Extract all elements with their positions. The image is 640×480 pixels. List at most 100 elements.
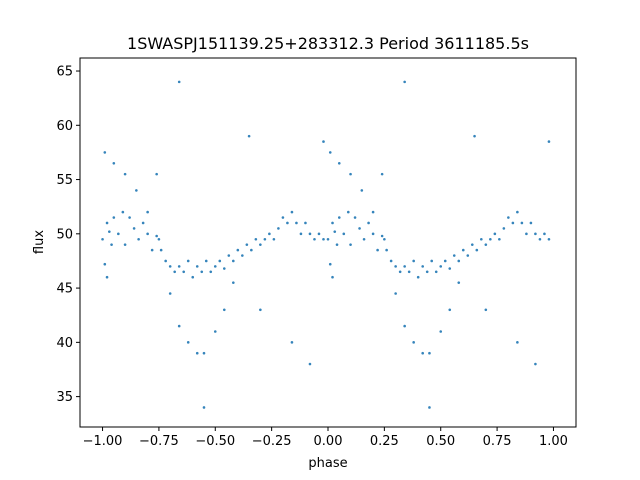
data-point bbox=[439, 265, 443, 268]
data-point bbox=[155, 172, 158, 176]
data-point bbox=[480, 237, 483, 241]
data-point bbox=[534, 232, 537, 236]
data-point bbox=[349, 172, 352, 176]
data-point bbox=[173, 270, 176, 274]
data-point bbox=[135, 189, 138, 192]
x-tick-label: 0.00 bbox=[314, 434, 343, 449]
data-point bbox=[473, 134, 476, 138]
data-point bbox=[425, 270, 429, 274]
data-point bbox=[117, 232, 120, 236]
data-point bbox=[394, 292, 397, 295]
x-tick-label: −1.00 bbox=[83, 434, 123, 449]
data-point bbox=[520, 221, 524, 225]
data-point bbox=[112, 216, 116, 219]
data-point bbox=[177, 80, 181, 84]
data-point bbox=[232, 259, 235, 263]
data-point bbox=[105, 221, 109, 225]
data-point bbox=[507, 216, 510, 219]
data-point bbox=[443, 259, 447, 263]
data-point bbox=[123, 172, 127, 176]
data-point bbox=[543, 232, 546, 236]
data-point bbox=[371, 210, 375, 214]
data-point bbox=[333, 230, 337, 233]
data-point bbox=[202, 406, 206, 409]
y-tick-label: 35 bbox=[56, 390, 73, 405]
data-point bbox=[389, 259, 393, 263]
plot-frame bbox=[79, 57, 577, 428]
data-point bbox=[299, 232, 303, 236]
data-point bbox=[498, 237, 501, 241]
y-axis-label: flux bbox=[32, 230, 47, 254]
data-point bbox=[290, 210, 294, 214]
data-point bbox=[286, 221, 289, 225]
data-point bbox=[164, 259, 167, 263]
data-point bbox=[428, 351, 431, 355]
data-point bbox=[534, 362, 537, 366]
scatter-points bbox=[101, 80, 551, 409]
data-point bbox=[295, 221, 298, 225]
data-point bbox=[213, 330, 217, 333]
data-point bbox=[346, 210, 350, 214]
data-point bbox=[128, 216, 131, 219]
data-point bbox=[403, 80, 406, 84]
data-point bbox=[168, 265, 172, 268]
data-point bbox=[186, 259, 190, 263]
data-point bbox=[103, 262, 107, 266]
data-point bbox=[259, 308, 262, 312]
data-point bbox=[222, 308, 226, 312]
data-point bbox=[326, 237, 330, 241]
data-point bbox=[254, 237, 258, 241]
x-tick-label: −0.25 bbox=[252, 434, 292, 449]
data-point bbox=[272, 237, 276, 241]
data-point bbox=[371, 232, 375, 236]
data-point bbox=[421, 351, 424, 355]
data-point bbox=[146, 210, 149, 214]
data-point bbox=[101, 237, 104, 241]
data-point bbox=[232, 281, 235, 284]
data-point bbox=[412, 341, 415, 344]
data-point bbox=[195, 351, 199, 355]
data-point bbox=[448, 308, 452, 312]
data-point bbox=[182, 270, 186, 274]
x-tick-label: −0.75 bbox=[139, 434, 179, 449]
data-point bbox=[342, 232, 346, 236]
data-point bbox=[403, 324, 406, 328]
data-point bbox=[247, 134, 251, 138]
data-point bbox=[108, 230, 111, 233]
x-axis-label: phase bbox=[308, 456, 347, 471]
data-point bbox=[403, 265, 406, 268]
data-point bbox=[155, 234, 158, 238]
x-tick-label: −0.50 bbox=[195, 434, 235, 449]
data-point bbox=[308, 362, 312, 366]
data-point bbox=[137, 237, 140, 241]
data-point bbox=[241, 254, 244, 257]
data-point bbox=[502, 227, 506, 230]
y-tick-label: 50 bbox=[56, 227, 73, 242]
data-point bbox=[470, 243, 474, 246]
data-point bbox=[353, 216, 357, 219]
data-point bbox=[434, 270, 438, 274]
data-point bbox=[290, 341, 294, 344]
data-point bbox=[132, 227, 136, 230]
data-point bbox=[380, 234, 384, 238]
data-point bbox=[281, 216, 285, 219]
data-point bbox=[317, 232, 321, 236]
data-point bbox=[383, 237, 386, 241]
data-point bbox=[439, 330, 443, 333]
data-point bbox=[204, 259, 208, 263]
data-point bbox=[159, 248, 163, 252]
data-point bbox=[484, 243, 488, 246]
y-tick-label: 55 bbox=[56, 173, 73, 188]
data-point bbox=[277, 227, 280, 230]
data-point bbox=[525, 232, 528, 236]
data-point bbox=[103, 151, 107, 154]
data-point bbox=[457, 259, 461, 263]
data-point bbox=[105, 275, 109, 279]
data-point bbox=[360, 189, 364, 192]
data-point bbox=[430, 259, 434, 263]
data-point bbox=[358, 227, 361, 230]
data-point bbox=[452, 254, 456, 257]
data-point bbox=[466, 254, 470, 257]
data-point bbox=[407, 270, 411, 274]
